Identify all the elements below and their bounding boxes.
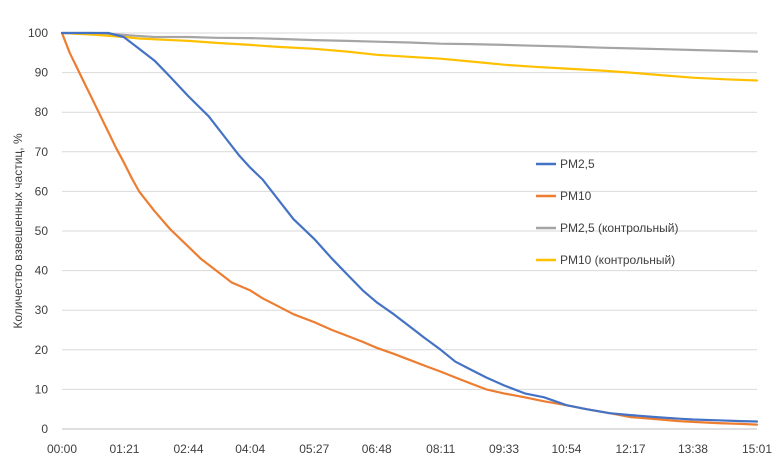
series-line-0: [60, 31, 759, 423]
x-tick-label: 09:33: [489, 442, 519, 456]
x-tick-label: 05:27: [299, 442, 329, 456]
x-tick-label: 01:21: [109, 442, 139, 456]
y-tick-label: 20: [35, 343, 49, 357]
y-tick-label: 50: [35, 224, 49, 238]
x-tick-label: 13:38: [678, 442, 708, 456]
legend-label: PM10 (контрольный): [560, 253, 675, 267]
y-tick-label: 40: [35, 264, 49, 278]
legend-label: PM2,5 (контрольный): [560, 221, 678, 235]
y-tick-label: 0: [41, 422, 48, 436]
series-layer: [60, 31, 759, 426]
legend: PM2,5 PM10 PM2,5 (контрольный) PM10 (контро…: [536, 157, 678, 267]
series-line-2: [60, 31, 759, 53]
x-tick-label: 00:00: [47, 442, 77, 456]
x-tick-label: 15:01: [742, 442, 772, 456]
legend-label: PM10: [560, 189, 592, 203]
y-axis-label: Количество взвешенных частиц, %: [11, 133, 25, 329]
legend-label: PM2,5: [560, 157, 595, 171]
series-line-3: [60, 31, 759, 82]
y-tick-label: 100: [28, 26, 48, 40]
x-tick-label: 12:17: [615, 442, 645, 456]
x-tick-label: 02:44: [173, 442, 203, 456]
y-tick-label: 90: [35, 66, 49, 80]
x-tick-label: 04:04: [235, 442, 265, 456]
x-tick-label: 06:48: [362, 442, 392, 456]
y-tick-label: 80: [35, 105, 49, 119]
y-tick-label: 60: [35, 184, 49, 198]
x-tick-label: 08:11: [426, 442, 455, 456]
y-tick-label: 70: [35, 145, 49, 159]
x-tick-label: 10:54: [551, 442, 581, 456]
y-tick-label: 30: [35, 303, 49, 317]
y-tick-label: 10: [35, 382, 49, 396]
x-tick-labels: 00:00 01:21 02:44 04:04 05:27 06:48 08:11 09:33…: [47, 442, 772, 456]
y-tick-labels: 0 10 20 30 40 50 60 70 80 90 100: [28, 26, 48, 436]
